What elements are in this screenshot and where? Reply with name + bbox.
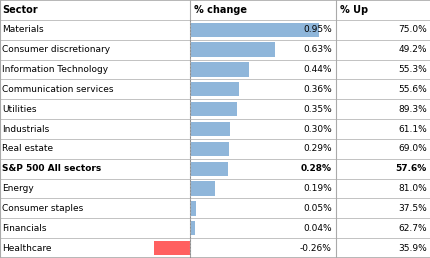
Text: 62.7%: 62.7% (397, 224, 426, 233)
Bar (189, 142, 228, 156)
Bar (0, 119, 430, 139)
Text: Information Technology: Information Technology (2, 65, 108, 74)
Bar (189, 102, 236, 116)
Text: 0.36%: 0.36% (302, 85, 331, 94)
Text: Sector: Sector (2, 5, 38, 15)
Bar (189, 201, 196, 215)
Text: 0.35%: 0.35% (302, 105, 331, 114)
Text: Industrials: Industrials (2, 125, 49, 133)
Bar (0, 20, 430, 40)
Bar (0, 0, 430, 20)
Text: S&P 500 All sectors: S&P 500 All sectors (2, 164, 101, 173)
Bar (0, 60, 430, 79)
Bar (189, 23, 318, 37)
Text: 0.28%: 0.28% (300, 164, 331, 173)
Text: 89.3%: 89.3% (397, 105, 426, 114)
Bar (189, 221, 195, 235)
Text: 0.05%: 0.05% (302, 204, 331, 213)
Text: 81.0%: 81.0% (397, 184, 426, 193)
Text: 0.95%: 0.95% (302, 25, 331, 34)
Text: 75.0%: 75.0% (397, 25, 426, 34)
Bar (0, 139, 430, 159)
Text: 61.1%: 61.1% (397, 125, 426, 133)
Text: Materials: Materials (2, 25, 44, 34)
Text: 49.2%: 49.2% (397, 45, 426, 54)
Text: 55.6%: 55.6% (397, 85, 426, 94)
Text: 0.04%: 0.04% (303, 224, 331, 233)
Bar (189, 82, 238, 96)
Bar (189, 43, 274, 57)
Text: Financials: Financials (2, 224, 46, 233)
Bar (0, 218, 430, 238)
Text: 0.63%: 0.63% (302, 45, 331, 54)
Bar (0, 238, 430, 258)
Text: -0.26%: -0.26% (299, 244, 331, 253)
Text: Consumer discretionary: Consumer discretionary (2, 45, 110, 54)
Text: 57.6%: 57.6% (394, 164, 426, 173)
Bar (0, 40, 430, 60)
Text: 69.0%: 69.0% (397, 144, 426, 153)
Bar (189, 62, 249, 77)
Bar (0, 159, 430, 179)
Text: 0.19%: 0.19% (302, 184, 331, 193)
Text: Utilities: Utilities (2, 105, 37, 114)
Bar (0, 179, 430, 198)
Text: % Up: % Up (340, 5, 368, 15)
Text: Communication services: Communication services (2, 85, 114, 94)
Bar (0, 198, 430, 218)
Text: Consumer staples: Consumer staples (2, 204, 83, 213)
Text: Real estate: Real estate (2, 144, 53, 153)
Text: 37.5%: 37.5% (397, 204, 426, 213)
Text: Healthcare: Healthcare (2, 244, 52, 253)
Text: % change: % change (194, 5, 246, 15)
Text: Energy: Energy (2, 184, 34, 193)
Bar (189, 181, 215, 196)
Bar (0, 79, 430, 99)
Text: 35.9%: 35.9% (397, 244, 426, 253)
Bar (189, 162, 227, 176)
Text: 55.3%: 55.3% (397, 65, 426, 74)
Bar (189, 122, 230, 136)
Text: 0.30%: 0.30% (302, 125, 331, 133)
Text: 0.44%: 0.44% (303, 65, 331, 74)
Bar (0, 99, 430, 119)
Bar (154, 241, 189, 255)
Text: 0.29%: 0.29% (303, 144, 331, 153)
